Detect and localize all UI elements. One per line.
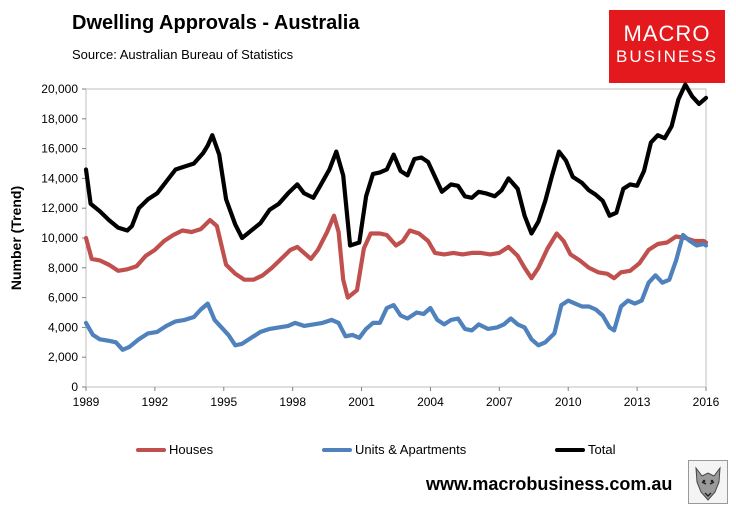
axes: 0 2,000 4,000 6,000 8,000 10,000 12,000 14,000 1…: [41, 82, 719, 409]
series-line-total: [83, 82, 709, 248]
y-tick-label: 14,000: [41, 171, 78, 185]
x-tick-label: 2007: [486, 395, 513, 409]
y-tick-label: 20,000: [41, 82, 78, 96]
legend-label-units: Units & Apartments: [355, 442, 467, 457]
y-tick-label: 10,000: [41, 231, 78, 245]
series-lines: [83, 82, 709, 352]
x-tick-label: 1992: [142, 395, 169, 409]
y-tick-label: 18,000: [41, 112, 78, 126]
legend-swatch-houses: [136, 447, 166, 452]
x-tick-label: 2013: [624, 395, 651, 409]
y-tick-label: 6,000: [48, 291, 78, 305]
legend-item-total[interactable]: Total: [555, 442, 615, 457]
series-line-houses: [83, 213, 709, 300]
series-line-units-apartments: [83, 232, 709, 352]
macrobusiness-logo[interactable]: MACRO BUSINESS: [609, 10, 725, 83]
legend-label-total: Total: [588, 442, 616, 457]
y-tick-label: 12,000: [41, 201, 78, 215]
website-link[interactable]: www.macrobusiness.com.au: [426, 474, 673, 494]
x-tick-label: 2010: [555, 395, 582, 409]
plot-border: [85, 88, 707, 388]
logo-line-2: BUSINESS: [616, 47, 718, 66]
legend-label-houses: Houses: [169, 442, 214, 457]
source-label: Source: Australian Bureau of Statistics: [72, 47, 294, 62]
x-tick-label: 1989: [73, 395, 100, 409]
wolf-icon: [688, 460, 728, 504]
y-tick-label: 8,000: [48, 261, 78, 275]
y-tick-label: 0: [71, 380, 78, 394]
x-tick-label: 2004: [417, 395, 444, 409]
x-tick-label: 1995: [210, 395, 237, 409]
x-tick-label: 1998: [279, 395, 306, 409]
legend-swatch-units: [322, 447, 352, 452]
y-tick-label: 16,000: [41, 142, 78, 156]
x-tick-label: 2016: [693, 395, 720, 409]
logo-line-1: MACRO: [623, 21, 711, 46]
legend-swatch-total: [555, 447, 585, 452]
legend-item-units[interactable]: Units & Apartments: [322, 442, 466, 457]
y-tick-label: 4,000: [48, 320, 78, 334]
chart-title: Dwelling Approvals - Australia: [72, 12, 360, 34]
y-tick-label: 2,000: [48, 350, 78, 364]
legend-item-houses[interactable]: Houses: [136, 442, 213, 457]
x-tick-label: 2001: [348, 395, 375, 409]
